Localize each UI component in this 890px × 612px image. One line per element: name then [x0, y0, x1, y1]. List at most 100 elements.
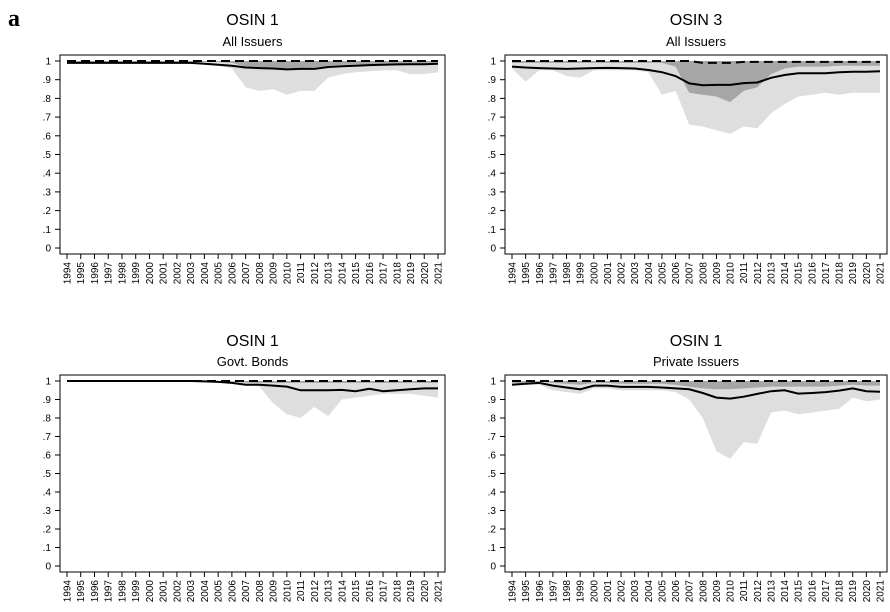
x-tick-label: 2006 — [671, 262, 682, 285]
series-line-dashed — [512, 60, 880, 64]
x-tick-label: 2003 — [630, 580, 641, 603]
x-tick-label: 2016 — [365, 262, 376, 285]
chart-panel-4: OSIN 1 Private Issuers 0 .1 .2 .3 .4 .5 .6 .7 .8 .9… — [488, 333, 888, 603]
x-tick-label: 2001 — [159, 580, 170, 603]
y-tick-label: .7 — [43, 113, 52, 124]
x-tick-label: 2017 — [821, 262, 832, 285]
x-tick-label: 1996 — [90, 580, 101, 603]
x-tick-label: 1999 — [131, 580, 142, 603]
x-tick-label: 2007 — [685, 262, 696, 285]
y-tick-label: .1 — [43, 225, 52, 236]
x-tick-label: 2001 — [603, 262, 614, 285]
x-tick-label: 2016 — [365, 580, 376, 603]
y-tick-label: .5 — [488, 469, 497, 480]
x-tick-label: 1999 — [576, 580, 587, 603]
x-tick-label: 2006 — [671, 580, 682, 603]
x-tick-label: 1996 — [535, 262, 546, 285]
chart-panel-2: OSIN 3 All Issuers 0 .1 .2 .3 .4 .5 .6 .7 .8 .9 1 199… — [488, 12, 888, 285]
x-tick-label: 2010 — [726, 580, 737, 603]
panel-letter: a — [8, 6, 20, 32]
x-tick-label: 2011 — [296, 262, 307, 284]
x-tick-label: 2007 — [241, 580, 252, 603]
x-tick-label: 1998 — [117, 262, 128, 285]
x-tick-label: 2020 — [862, 580, 873, 603]
x-tick-label: 1995 — [521, 580, 532, 603]
x-tick-label: 2020 — [420, 580, 431, 603]
x-tick-label: 2019 — [406, 262, 417, 285]
y-tick-label: .2 — [488, 206, 497, 217]
x-tick-label: 2019 — [848, 262, 859, 285]
x-tick-label: 2003 — [186, 580, 197, 603]
y-tick-label: .5 — [43, 469, 52, 480]
x-tick-label: 2020 — [420, 262, 431, 285]
series-line-solid — [67, 380, 438, 393]
y-tick-label: .6 — [43, 131, 52, 142]
x-tick-label: 2009 — [269, 262, 280, 285]
y-tick-label: 1 — [490, 57, 496, 68]
y-tick-label: .7 — [488, 113, 497, 124]
x-tick-label: 2000 — [589, 580, 600, 603]
series-line-solid — [67, 61, 439, 71]
x-tick-label: 2003 — [630, 262, 641, 285]
y-tick-label: 0 — [490, 244, 496, 255]
x-tick-label: 2005 — [214, 580, 225, 603]
x-tick-label: 2000 — [589, 262, 600, 285]
x-tick-label: 1997 — [548, 580, 559, 603]
y-tick-label: .5 — [488, 150, 497, 161]
x-tick-label: 2021 — [434, 580, 445, 603]
x-tick-label: 2002 — [617, 580, 628, 603]
y-tick-label: .4 — [43, 488, 52, 499]
x-tick-label: 2016 — [807, 262, 818, 285]
confidence-band-light — [512, 381, 880, 459]
x-tick-label: 1994 — [508, 580, 519, 603]
x-tick-label: 2009 — [269, 580, 280, 603]
x-tick-label: 2014 — [780, 580, 791, 603]
y-tick-label: .3 — [488, 187, 497, 198]
x-tick-label: 2017 — [379, 262, 390, 285]
x-tick-label: 2016 — [807, 580, 818, 603]
x-tick-label: 2010 — [282, 262, 293, 285]
x-tick-label: 2009 — [712, 262, 723, 285]
x-tick-label: 2011 — [296, 580, 307, 602]
x-tick-label: 2013 — [324, 262, 335, 285]
x-tick-label: 2004 — [644, 262, 655, 285]
x-tick-label: 2001 — [603, 580, 614, 603]
y-tick-label: .4 — [43, 169, 52, 180]
chart-panel-3: OSIN 1 Govt. Bonds 0 .1 .2 .3 .4 .5 .6 .7 .8 .9 1 199… — [43, 333, 446, 603]
x-tick-label: 1998 — [562, 262, 573, 285]
y-tick-label: .1 — [43, 543, 52, 554]
x-tick-label: 2006 — [227, 580, 238, 603]
chart-subtitle: All Issuers — [666, 34, 726, 49]
confidence-band-light — [67, 61, 438, 95]
confidence-band-dark — [67, 61, 438, 69]
chart-title: OSIN 1 — [226, 333, 279, 350]
y-tick-label: .9 — [488, 395, 497, 406]
x-tick-label: 2006 — [227, 262, 238, 285]
x-tick-label: 2021 — [876, 262, 887, 285]
x-tick-label: 2001 — [159, 262, 170, 285]
chart-subtitle: Private Issuers — [653, 354, 739, 369]
y-tick-label: .9 — [43, 75, 52, 86]
x-tick-label: 2005 — [657, 262, 668, 285]
x-tick-label: 2015 — [351, 262, 362, 285]
x-tick-label: 2018 — [392, 580, 403, 603]
x-tick-label: 2013 — [766, 580, 777, 603]
plot-frame — [59, 374, 446, 573]
y-tick-label: .7 — [43, 432, 52, 443]
y-tick-label: .3 — [43, 187, 52, 198]
x-tick-label: 2011 — [739, 262, 750, 284]
y-tick-label: .2 — [488, 525, 497, 536]
x-tick-label: 1998 — [117, 580, 128, 603]
x-tick-label: 2018 — [392, 262, 403, 285]
y-tick-label: .3 — [488, 506, 497, 517]
y-tick-label: .4 — [488, 488, 497, 499]
y-tick-label: .1 — [488, 543, 497, 554]
y-tick-label: .6 — [43, 451, 52, 462]
x-tick-label: 2019 — [848, 580, 859, 603]
chart-panel-1: OSIN 1 All Issuers 0 .1 .2 .3 .4 .5 .6 .7 .8 .9 1 199… — [43, 12, 446, 285]
x-tick-label: 1997 — [548, 262, 559, 285]
chart-title: OSIN 3 — [670, 12, 723, 29]
y-tick-label: .6 — [488, 131, 497, 142]
x-tick-label: 2008 — [255, 580, 266, 603]
